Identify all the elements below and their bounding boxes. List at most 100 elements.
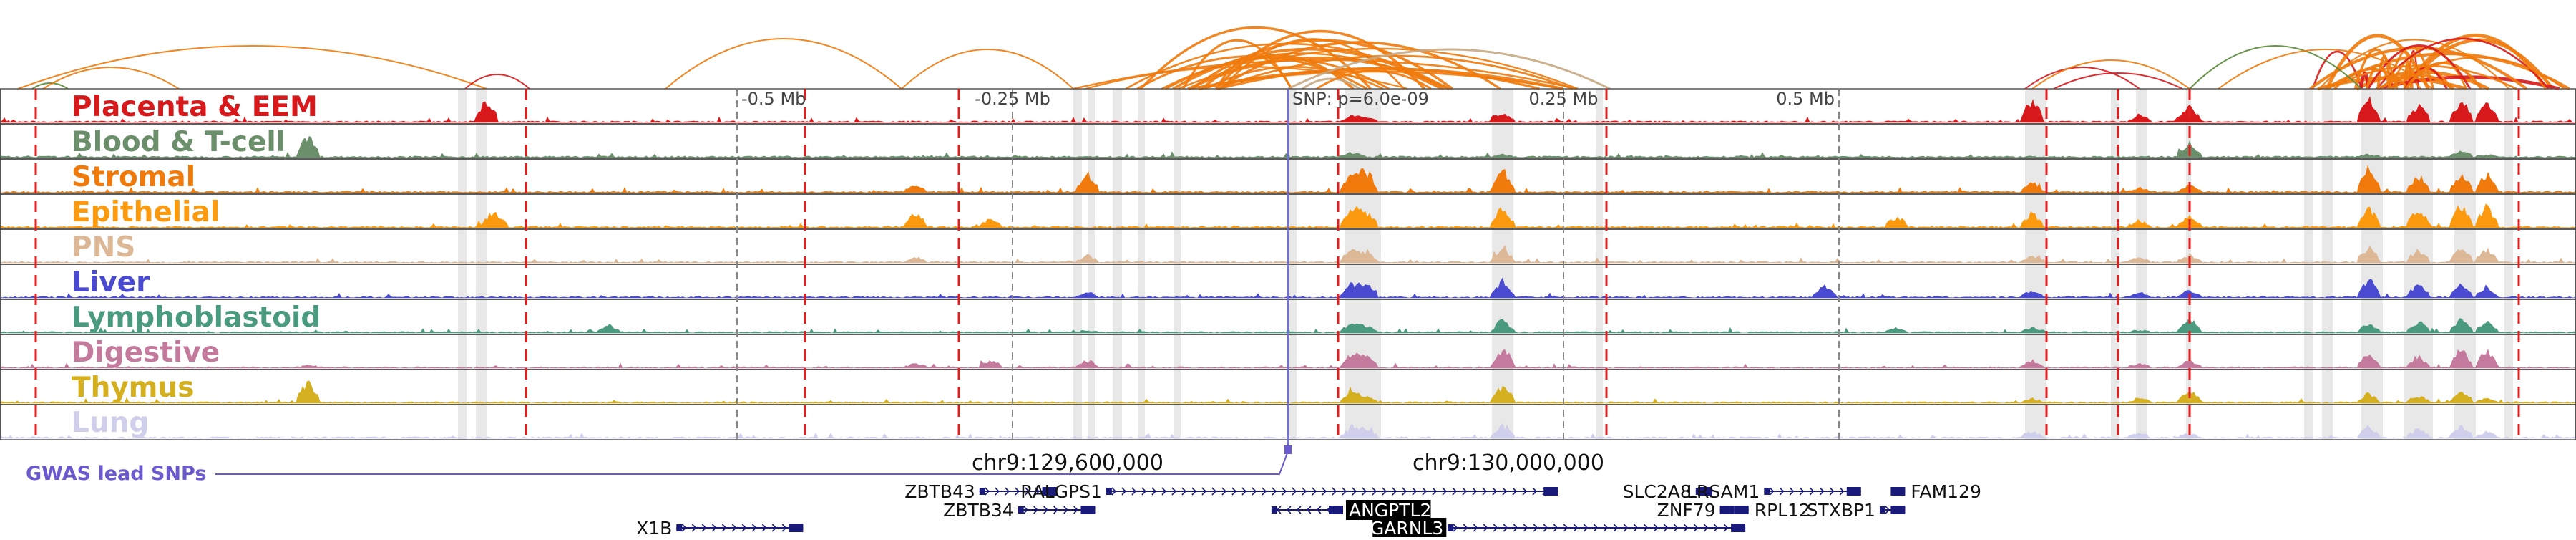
interaction-arc (665, 38, 902, 90)
chevron-right-icon (1573, 524, 1579, 532)
signal-track (0, 277, 2576, 299)
interaction-arc (2366, 64, 2391, 90)
position-axis: -0.5 Mb -0.25 Mb 0.25 Mb 0.5 Mb SNP: p=6.0e-… (26, 89, 1840, 485)
chevron-right-icon (1352, 487, 1357, 496)
chevron-right-icon (1453, 524, 1458, 532)
signal-area (0, 96, 2576, 123)
chevron-right-icon (1723, 524, 1729, 532)
chevron-right-icon (1063, 506, 1068, 514)
chevron-right-icon (1483, 524, 1488, 532)
interaction-arc (1316, 69, 1432, 90)
chevron-right-icon (1819, 487, 1825, 496)
chevron-right-icon (1282, 487, 1287, 496)
chevron-right-icon (1885, 506, 1890, 514)
track-label: Epithelial (72, 196, 220, 228)
chevron-right-icon (711, 524, 717, 532)
gene-exon (1890, 506, 1906, 514)
chevron-right-icon (1512, 487, 1518, 496)
chevron-right-icon (1532, 487, 1538, 496)
chevron-right-icon (1673, 524, 1679, 532)
chevron-right-icon (1613, 524, 1619, 532)
gene-label: SLC2A8 (1623, 481, 1692, 502)
gwas-marker (1284, 445, 1292, 454)
gwas-connector (215, 450, 1289, 475)
tick-label: 0.5 Mb (1776, 89, 1835, 109)
track-label: Lung (72, 407, 149, 439)
gene-exon (1695, 488, 1702, 495)
chevron-right-icon (1151, 487, 1157, 496)
chevron-right-icon (1623, 524, 1629, 532)
chevron-right-icon (1312, 487, 1317, 496)
chevron-right-icon (1005, 487, 1010, 496)
chevron-right-icon (1663, 524, 1669, 532)
chevron-right-icon (1382, 487, 1387, 496)
interaction-arc (1216, 54, 1574, 90)
gene-exon (1271, 506, 1277, 514)
track-label: Thymus (72, 372, 194, 404)
gene-model: RPL12 (1734, 500, 1810, 521)
chevron-right-icon (1033, 506, 1038, 514)
track-label: Lymphoblastoid (72, 302, 321, 334)
chevron-right-icon (1492, 487, 1498, 496)
interaction-arc (901, 49, 1074, 90)
coordinate-label: chr9:130,000,000 (1413, 450, 1604, 476)
chevron-right-icon (1462, 487, 1468, 496)
chevron-right-icon (1073, 506, 1078, 514)
gene-model: GARNL3 (1370, 518, 1746, 539)
chevron-right-icon (1023, 506, 1028, 514)
chevron-left-icon (1296, 506, 1302, 514)
gene-exon (1448, 524, 1454, 531)
chevron-right-icon (1332, 487, 1337, 496)
chevron-right-icon (1231, 487, 1237, 496)
signal-track (0, 317, 2576, 334)
interaction-arc (2031, 59, 2190, 90)
gene-exon (789, 524, 804, 532)
chevron-right-icon (1035, 487, 1040, 496)
chevron-right-icon (1543, 524, 1548, 532)
gene-model: FAM129 (1890, 481, 1981, 502)
chevron-right-icon (1053, 506, 1058, 514)
gene-label: STXBP1 (1807, 500, 1875, 521)
chevron-right-icon (1503, 524, 1508, 532)
chevron-right-icon (1141, 487, 1147, 496)
chevron-right-icon (1221, 487, 1227, 496)
gene-exon (1719, 506, 1726, 514)
interaction-arc (1085, 66, 1408, 90)
chevron-right-icon (1121, 487, 1127, 496)
signal-area (0, 277, 2576, 299)
interaction-arc (1215, 29, 1425, 90)
interaction-arc (2318, 39, 2510, 90)
interaction-arc (2053, 72, 2183, 90)
tick-label: 0.25 Mb (1528, 89, 1598, 109)
gene-label-bg (1372, 518, 1447, 538)
chevron-right-icon (1412, 487, 1418, 496)
gene-exon (1543, 487, 1558, 496)
gene-exon (1106, 488, 1112, 495)
chevron-right-icon (1769, 487, 1775, 496)
chevron-right-icon (1262, 487, 1267, 496)
chevron-right-icon (1322, 487, 1327, 496)
gwas-label: GWAS lead SNPs (26, 463, 206, 485)
track-label: Digestive (72, 337, 220, 369)
chevron-right-icon (1809, 487, 1815, 496)
chevron-right-icon (1779, 487, 1785, 496)
signal-track (0, 380, 2576, 404)
chevron-right-icon (1522, 487, 1528, 496)
interaction-arc (2390, 66, 2453, 90)
interaction-arc (1165, 57, 1390, 90)
chevron-right-icon (1372, 487, 1377, 496)
chevron-right-icon (1829, 487, 1835, 496)
chevron-right-icon (995, 487, 1000, 496)
gene-model: ZBTB43 (904, 481, 1057, 502)
track-label: Placenta & EEM (72, 91, 318, 123)
chevron-right-icon (1362, 487, 1367, 496)
signal-area (0, 245, 2576, 264)
chevron-right-icon (1463, 524, 1468, 532)
chevron-right-icon (1713, 524, 1719, 532)
chevron-right-icon (1603, 524, 1609, 532)
tick-label: -0.25 Mb (975, 89, 1050, 109)
gene-label: RALGPS1 (1020, 481, 1102, 502)
